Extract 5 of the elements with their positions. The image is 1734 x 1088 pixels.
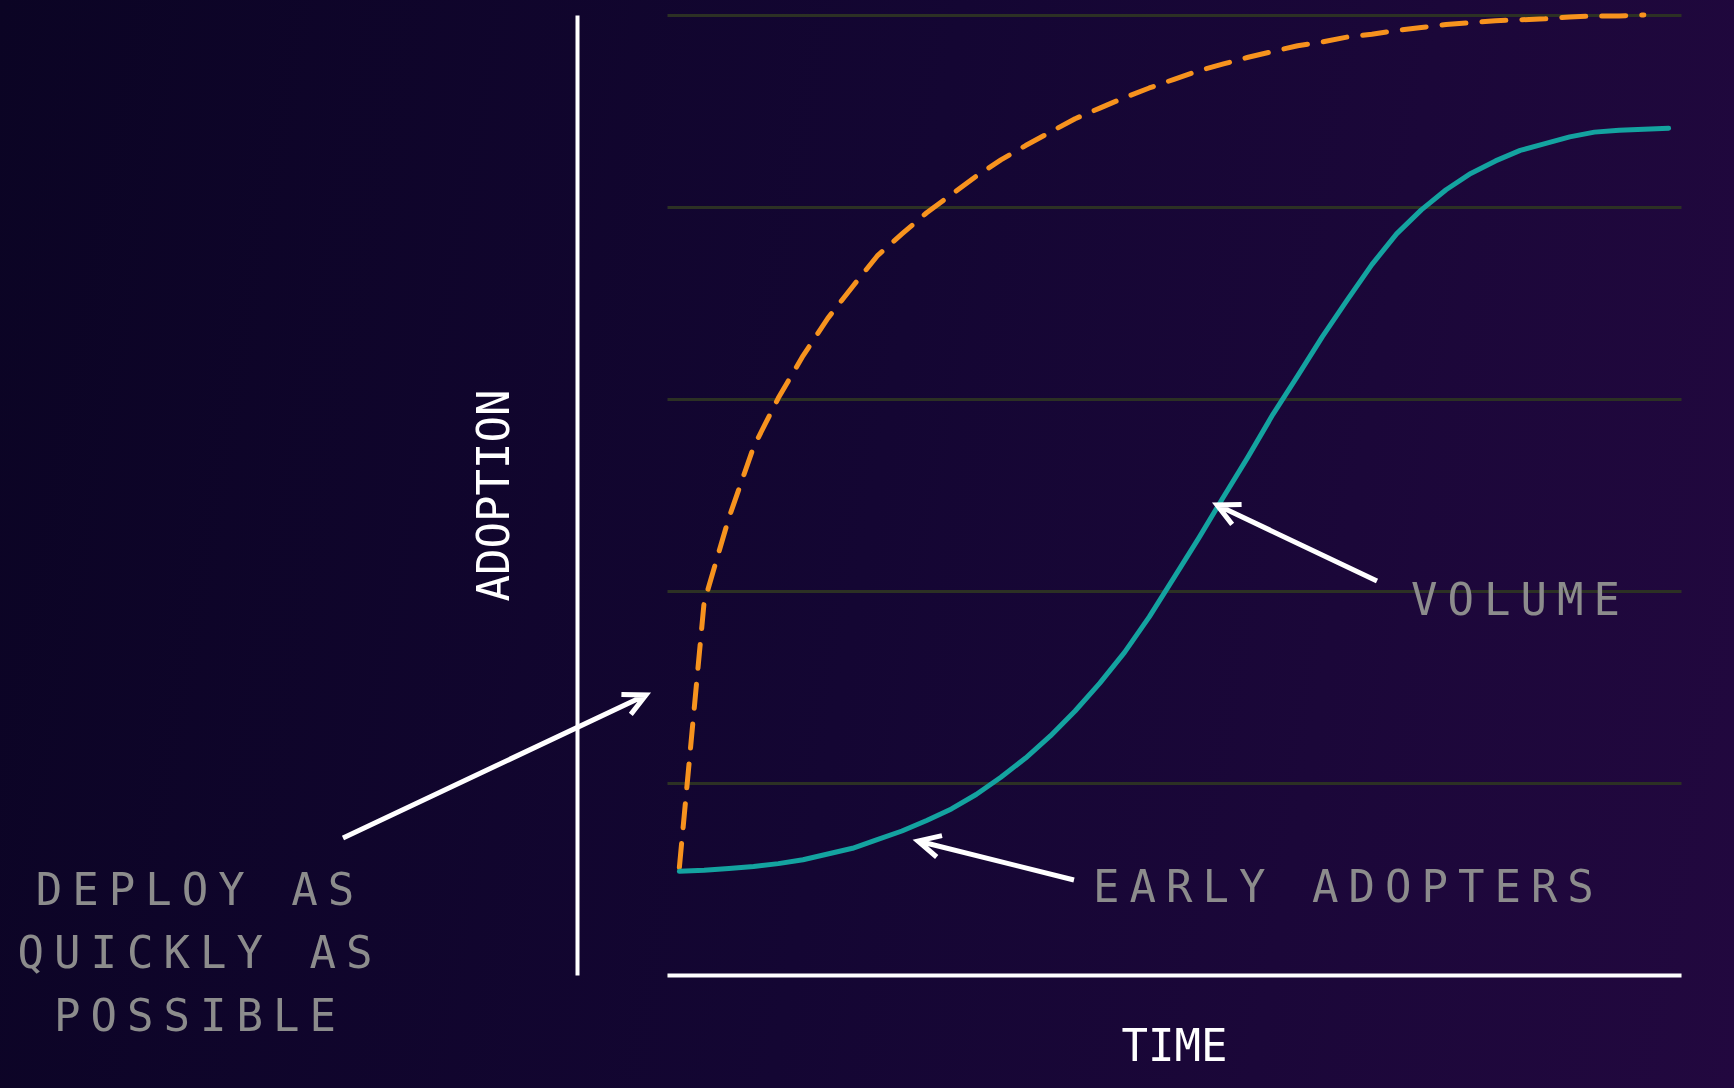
y-axis-title: ADOPTION — [467, 389, 519, 602]
annotation: EARLY ADOPTERS — [1093, 860, 1604, 914]
text: DEPLOY AS QUICKLY AS POSSIBLE — [16, 863, 384, 1043]
x-axis-title: TIME — [1121, 1019, 1228, 1071]
annotation: VOLUME — [1411, 573, 1630, 627]
